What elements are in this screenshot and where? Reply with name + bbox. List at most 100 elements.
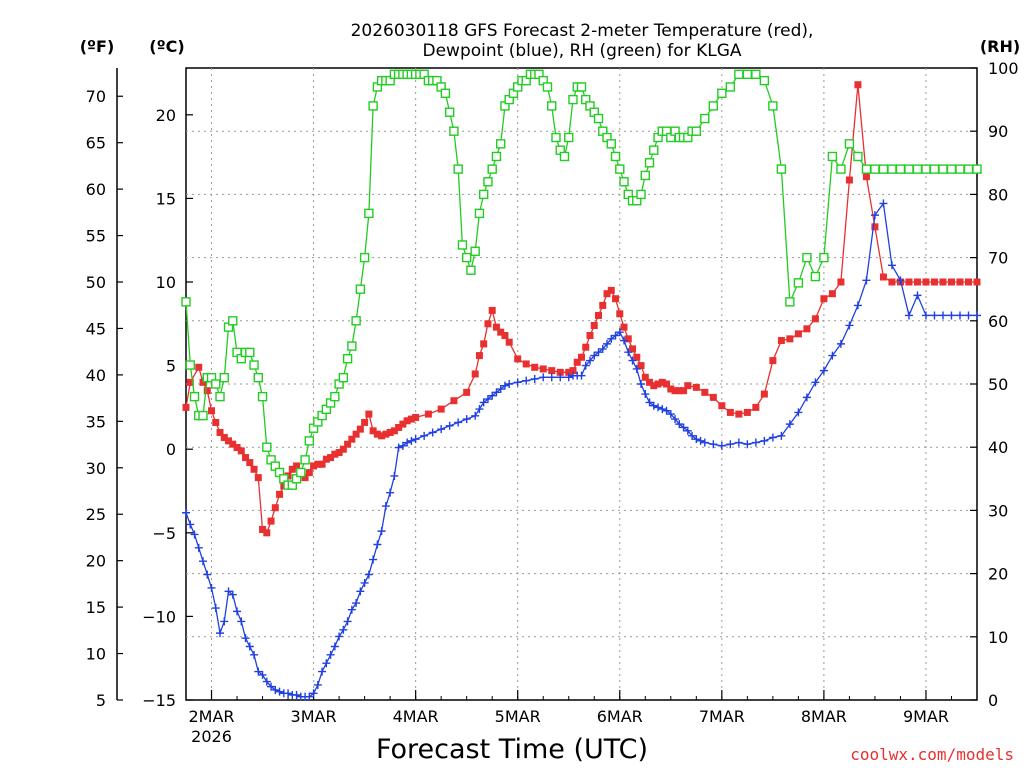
dewpoint-point	[632, 364, 641, 373]
fahrenheit-tick-label: 20	[86, 552, 106, 571]
dewpoint-point	[785, 420, 794, 429]
temperature-point	[488, 306, 496, 314]
dewpoint-point	[658, 405, 667, 414]
rh-point	[819, 252, 829, 263]
temperature-point	[267, 517, 275, 525]
temperature-point	[373, 430, 381, 438]
temperature-point	[922, 278, 930, 286]
x-year-label: 2026	[191, 727, 232, 746]
dewpoint-point	[407, 436, 416, 445]
dewpoint-point	[428, 428, 437, 437]
temperature-point	[314, 460, 322, 468]
dewpoint-point	[794, 408, 803, 417]
dewpoint-point	[594, 348, 603, 357]
temperature-point	[956, 278, 964, 286]
dewpoint-point	[309, 689, 318, 698]
rh-tick-label: 30	[988, 501, 1008, 520]
rh-point	[457, 240, 468, 250]
dewpoint-point	[896, 276, 905, 285]
temperature-point	[786, 335, 794, 343]
temperature-point	[760, 390, 768, 398]
dewpoint-point	[313, 680, 322, 689]
dewpoint-point	[237, 617, 246, 626]
temperature-point	[680, 387, 688, 395]
dewpoint-point	[471, 411, 480, 420]
x-tick-label: 8MAR	[801, 707, 847, 726]
temperature-point	[569, 367, 577, 375]
rh-point	[861, 164, 872, 174]
fahrenheit-tick-label: 70	[86, 87, 106, 106]
temperature-point	[386, 428, 394, 436]
temperature-point	[395, 423, 403, 431]
dewpoint-point	[322, 659, 331, 668]
temperature-point	[497, 328, 505, 336]
rh-point	[547, 101, 557, 111]
temperature-point	[667, 385, 675, 393]
dewpoint-point	[853, 301, 862, 310]
temperature-point	[212, 418, 220, 426]
dewpoint-point	[637, 380, 646, 388]
rh-point	[606, 139, 616, 149]
dewpoint-point	[496, 385, 505, 394]
temperature-point	[463, 388, 471, 396]
rh-point	[257, 391, 268, 402]
temperature-point	[450, 397, 458, 405]
x-tick-label: 7MAR	[699, 707, 745, 726]
dewpoint-point	[411, 435, 420, 444]
temperature-point	[709, 393, 717, 401]
rh-point	[700, 113, 710, 124]
dewpoint-point	[624, 348, 633, 357]
dewpoint-point	[688, 431, 697, 440]
rh-point	[776, 164, 787, 174]
rh-point	[827, 151, 838, 162]
rh-point	[615, 164, 625, 174]
rh-point	[461, 252, 472, 263]
dewpoint-point	[211, 604, 220, 613]
temperature-point	[828, 290, 836, 298]
rh-point	[542, 82, 553, 92]
temperature-point	[225, 437, 233, 445]
dewpoint-point	[947, 311, 956, 320]
temperature-point	[820, 295, 828, 303]
temperature-point	[845, 176, 853, 184]
temperature-point	[407, 415, 415, 423]
rh-point	[955, 164, 965, 174]
fahrenheit-tick-label: 60	[86, 180, 106, 199]
temperature-point	[692, 383, 700, 391]
temperature-point	[930, 278, 938, 286]
rh-point	[355, 284, 366, 294]
dewpoint-point	[245, 642, 254, 651]
dewpoint-point	[364, 570, 373, 579]
temperature-point	[854, 81, 862, 89]
fahrenheit-tick-label: 10	[86, 645, 106, 664]
fahrenheit-tick-label: 25	[86, 505, 106, 524]
temperature-point	[633, 353, 641, 361]
temperature-point	[905, 278, 913, 286]
dewpoint-point	[887, 261, 896, 270]
celsius-tick-label: −5	[152, 524, 176, 543]
rh-point	[359, 252, 370, 263]
dewpoint-point	[505, 380, 514, 388]
temperature-point	[599, 301, 607, 309]
x-tick-label: 3MAR	[291, 707, 337, 726]
rh-point	[810, 271, 821, 282]
temperature-point	[913, 278, 921, 286]
temperature-point	[208, 407, 216, 415]
dewpoint-point	[220, 617, 229, 626]
series-layer	[181, 69, 982, 701]
dewpoint-point	[879, 199, 888, 208]
temperature-point	[229, 440, 237, 448]
temperature-point	[348, 435, 356, 443]
rh-point	[929, 164, 940, 174]
temperature-point	[233, 444, 241, 452]
rh-point	[495, 139, 506, 149]
dewpoint-point	[760, 436, 769, 445]
temperature-point	[344, 440, 352, 448]
dewpoint-point	[717, 441, 726, 450]
dewpoint-point	[522, 376, 531, 385]
rh-point	[185, 360, 195, 370]
rh-point	[768, 101, 778, 111]
dewpoint-point	[615, 328, 624, 337]
dewpoint-point	[556, 373, 565, 382]
